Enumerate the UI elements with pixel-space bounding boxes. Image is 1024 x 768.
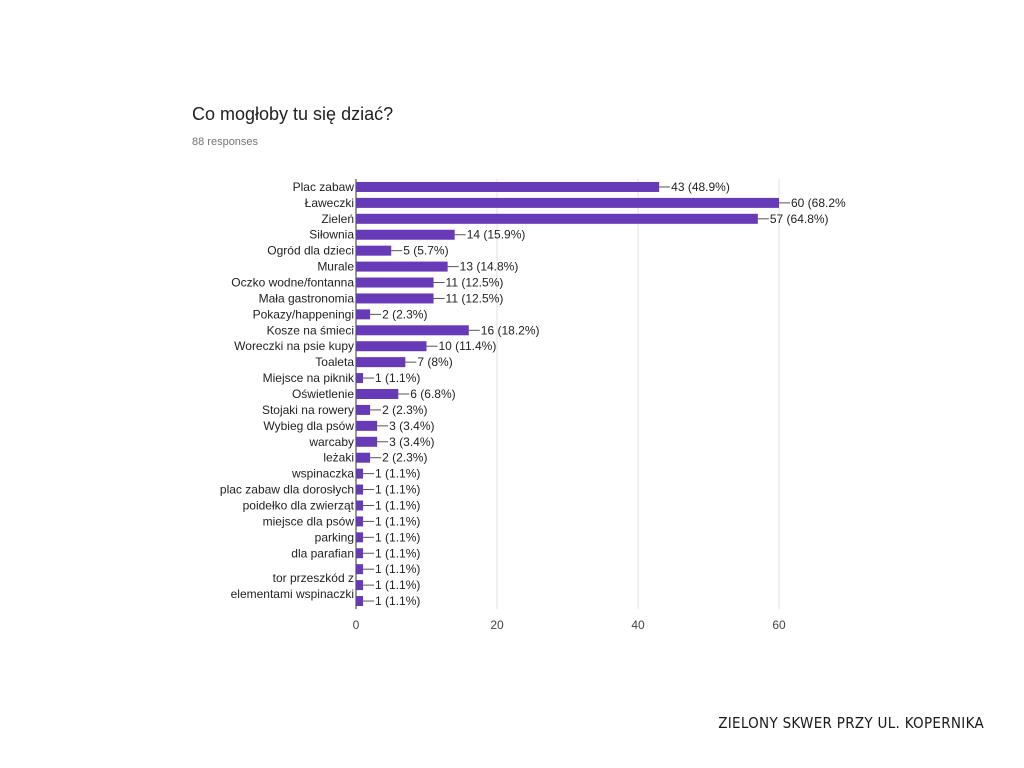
category-label: plac zabaw dla dorosłych [220,483,354,497]
category-label: Oczko wodne/fontanna [231,276,354,290]
value-label: 2 (2.3%) [382,403,427,417]
value-label: 2 (2.3%) [382,451,427,465]
category-label: parking [315,530,354,544]
bar [356,452,371,463]
bar [356,516,364,527]
value-label: 1 (1.1%) [375,562,420,576]
category-label: Toaleta [315,355,354,369]
category-label: wspinaczka [291,467,354,481]
value-label: 1 (1.1%) [375,546,420,560]
value-label: 57 (64.8%) [770,212,829,226]
value-label: 1 (1.1%) [375,594,420,608]
category-label: Siłownia [309,228,354,242]
bar [356,277,434,288]
value-label: 13 (14.8%) [460,260,519,274]
chart-title: Co mogłoby tu się dziać? [192,104,394,124]
bar [356,229,455,240]
category-label: Miejsce na piknik [263,371,355,385]
bar [356,596,364,607]
response-count: 88 responses [192,136,259,148]
category-label: Woreczki na psie kupy [234,339,354,353]
bar [356,580,364,591]
bar [356,532,364,543]
value-label: 5 (5.7%) [403,244,448,258]
category-label: Oświetlenie [292,387,354,401]
bar [356,484,364,495]
bar [356,309,371,320]
value-label: 1 (1.1%) [375,483,420,497]
value-label: 60 (68.2% [791,196,846,210]
value-label: 11 (12.5%) [446,291,504,305]
bar [356,548,364,559]
value-label: 10 (11.4%) [439,339,497,353]
category-label: Mała gastronomia [259,291,355,305]
value-label: 6 (6.8%) [410,387,455,401]
bar [356,197,779,208]
x-tick-label: 40 [631,618,645,632]
bar [356,261,448,272]
value-label: 1 (1.1%) [375,578,420,592]
bar [356,325,469,336]
category-label: Ogród dla dzieci [267,244,354,258]
x-tick-label: 60 [772,618,786,632]
value-label: 1 (1.1%) [375,371,420,385]
value-label: 11 (12.5%) [446,276,504,290]
bar [356,404,371,415]
category-label: miejsce dla psów [263,514,355,528]
category-label: dla parafian [291,546,354,560]
bar [356,468,364,479]
value-label: 43 (48.9%) [671,180,730,194]
category-label: leżaki [323,451,354,465]
value-label: 3 (3.4%) [389,419,434,433]
category-label: Zieleń [321,212,354,226]
category-label: Plac zabaw [293,180,355,194]
value-label: 1 (1.1%) [375,530,420,544]
category-label: warcaby [308,435,354,449]
value-label: 3 (3.4%) [389,435,434,449]
bar [356,564,364,575]
bar [356,436,378,447]
bar [356,181,660,192]
bar [356,245,392,256]
value-label: 1 (1.1%) [375,514,420,528]
bar [356,213,758,224]
value-label: 1 (1.1%) [375,467,420,481]
bar [356,341,427,352]
bar [356,373,364,384]
x-tick-label: 0 [353,618,360,632]
category-label: Kosze na śmieci [267,323,354,337]
x-tick-label: 20 [490,618,504,632]
value-label: 1 (1.1%) [375,498,420,512]
category-label: Wybieg dla psów [263,419,354,433]
footer-caption: ZIELONY SKWER PRZY UL. KOPERNIKA [718,714,984,732]
bar [356,357,406,368]
value-label: 16 (18.2%) [481,323,540,337]
value-label: 7 (8%) [417,355,452,369]
bar [356,389,399,399]
bar [356,500,364,511]
category-label: Ławeczki [305,196,354,210]
bar [356,293,434,304]
value-label: 2 (2.3%) [382,307,427,321]
value-label: 14 (15.9%) [467,228,526,242]
category-label: tor przeszkód z elementami wspinaczki [231,571,354,601]
category-label: Stojaki na rowery [262,403,354,417]
bar [356,420,378,431]
category-label: poidełko dla zwierząt [243,498,355,512]
category-label: Murale [317,260,354,274]
category-label: Pokazy/happeningi [253,307,354,321]
